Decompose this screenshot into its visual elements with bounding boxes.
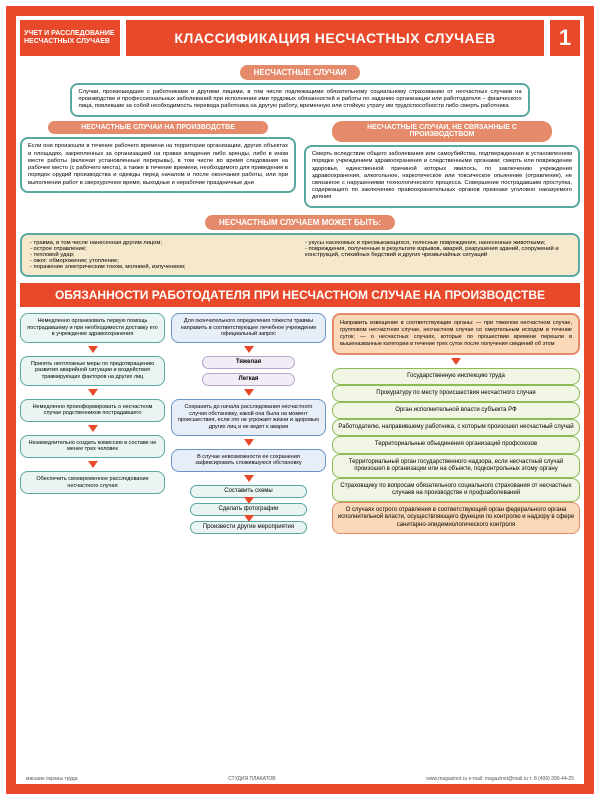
main-title: КЛАССИФИКАЦИЯ НЕСЧАСТНЫХ СЛУЧАЕВ [126, 20, 544, 56]
footer-right: www.magazinot.ru e-mail: magazinot@mail.… [426, 776, 574, 782]
right-pill: НЕСЧАСТНЫЕ СЛУЧАИ, НЕ СВЯЗАННЫЕ С ПРОИЗВ… [332, 121, 553, 142]
arrow-icon [88, 346, 98, 353]
recipient-item: Территориальные объединения организаций … [332, 436, 580, 453]
section1-pill: НЕСЧАСТНЫЕ СЛУЧАИ [240, 65, 361, 80]
left-box: Если они произошли в течение рабочего вр… [20, 137, 296, 192]
arrow-icon [244, 439, 254, 446]
classification-columns: НЕСЧАСТНЫЕ СЛУЧАИ НА ПРОИЗВОДСТВЕ Если о… [20, 121, 580, 208]
flow-col-b: Для окончательного определения тяжести т… [171, 313, 326, 534]
recipient-item: Прокуратуру по месту происшествия несчас… [332, 385, 580, 402]
flowchart: Немедленно организовать первую помощь по… [20, 313, 580, 534]
colA-step: Немедленно проинформировать о несчастном… [20, 399, 165, 422]
recipient-item: Страховщику по вопросам обязательного со… [332, 478, 580, 502]
colA-step: Обеспечить своевременное расследование н… [20, 471, 165, 494]
recipient-item: Орган исполнительной власти субъекта РФ [332, 402, 580, 419]
example-item: укусы насекомых и пресмыкающихся, телесн… [305, 240, 570, 246]
recipient-item: Государственную инспекцию труда [332, 368, 580, 385]
frame: УЧЕТ И РАССЛЕДОВАНИЕ НЕСЧАСТНЫХ СЛУЧАЕВ … [6, 6, 594, 794]
footer-left: магазин охраны труда [26, 776, 77, 782]
arrow-icon [244, 346, 254, 353]
example-item: поражение электрическим током, молнией, … [30, 264, 295, 270]
severity-light: Легкая [202, 373, 295, 386]
corner-label: УЧЕТ И РАССЛЕДОВАНИЕ НЕСЧАСТНЫХ СЛУЧАЕВ [20, 20, 120, 56]
colB-alt: В случае невозможности ее сохранения заф… [171, 449, 326, 472]
definition-box: Случаи, произошедшие с работниками и дру… [70, 83, 529, 117]
flow-col-c: Направить извещение в соответствующие ор… [332, 313, 580, 534]
left-pill: НЕСЧАСТНЫЕ СЛУЧАИ НА ПРОИЗВОДСТВЕ [48, 121, 269, 135]
arrow-icon [244, 475, 254, 482]
arrow-icon [88, 461, 98, 468]
recipient-item: Территориальный орган государственного н… [332, 454, 580, 478]
colA-step: Принять неотложные меры по предотвращени… [20, 356, 165, 386]
footer: магазин охраны труда СТУДИЯ ПЛАКАТОВ www… [26, 776, 574, 782]
poster-root: УЧЕТ И РАССЛЕДОВАНИЕ НЕСЧАСТНЫХ СЛУЧАЕВ … [0, 0, 600, 800]
colA-step: Немедленно организовать первую помощь по… [20, 313, 165, 343]
footer-mid: СТУДИЯ ПЛАКАТОВ [228, 776, 276, 782]
colA-step: Незамедлительно создать комиссию в соста… [20, 435, 165, 458]
examples-right-list: укусы насекомых и пресмыкающихся, телесн… [305, 240, 570, 270]
colB-top: Для окончательного определения тяжести т… [171, 313, 326, 343]
example-item: повреждения, полученные в результате взр… [305, 246, 570, 258]
right-box: Смерть вследствие общего заболевания или… [304, 145, 580, 208]
header: УЧЕТ И РАССЛЕДОВАНИЕ НЕСЧАСТНЫХ СЛУЧАЕВ … [20, 20, 580, 56]
examples-box: травма, в том числе нанесенная другим ли… [20, 233, 580, 277]
arrow-icon [451, 358, 461, 365]
severity-heavy: Тяжелая [202, 356, 295, 369]
arrow-icon [88, 425, 98, 432]
colB-action: Произвести другие мероприятия [190, 521, 306, 534]
examples-pill: НЕСЧАСТНЫМ СЛУЧАЕМ МОЖЕТ БЫТЬ: [205, 215, 395, 230]
notice-box: Направить извещение в соответствующие ор… [332, 313, 580, 355]
page-number: 1 [550, 20, 580, 56]
arrow-icon [88, 389, 98, 396]
flow-col-a: Немедленно организовать первую помощь по… [20, 313, 165, 534]
arrow-icon [244, 389, 254, 396]
examples-left-list: травма, в том числе нанесенная другим ли… [30, 240, 295, 270]
section2-title: ОБЯЗАННОСТИ РАБОТОДАТЕЛЯ ПРИ НЕСЧАСТНОМ … [20, 283, 580, 307]
recipient-item: Работодателю, направившему работника, с … [332, 419, 580, 436]
recipient-item: О случаях острого отравления в соответст… [332, 502, 580, 534]
colB-mid: Сохранить до начала расследования несчас… [171, 399, 326, 435]
